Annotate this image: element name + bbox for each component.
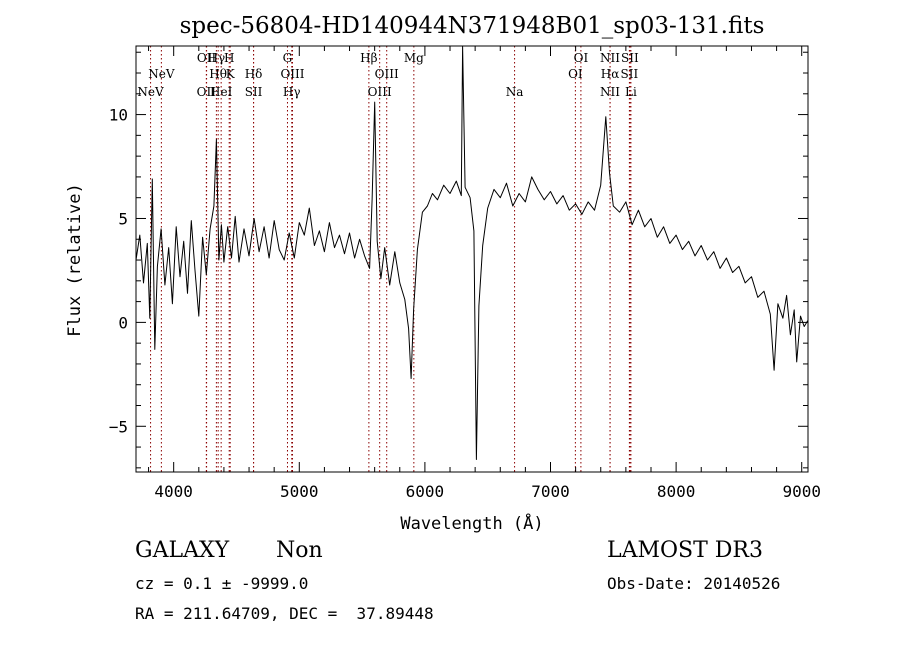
plot-frame	[135, 45, 809, 473]
line-label-25: SII	[621, 67, 639, 81]
line-label-24: SII	[621, 51, 639, 65]
line-label-21: NII	[600, 51, 620, 65]
x-tick-label-5: 9000	[782, 482, 821, 501]
line-label-11: G	[283, 51, 293, 65]
spectrum-chart: spec-56804-HD140944N371948B01_sp03-131.f…	[65, 13, 821, 534]
survey-label: LAMOST DR3	[607, 538, 763, 563]
object-class-label: GALAXY	[135, 538, 230, 563]
line-label-8: K	[226, 67, 236, 81]
line-label-18: Na	[506, 85, 524, 99]
x-axis-label: Wavelength (Å)	[400, 512, 543, 534]
axis-ticks: 4000 5000 6000 7000 8000 9000 −5 0 5 10	[109, 46, 821, 501]
y-axis-label: Flux (relative)	[65, 183, 85, 337]
line-label-6: HeI	[210, 85, 233, 99]
x-tick-label-0: 4000	[154, 482, 193, 501]
line-label-9: Hδ	[245, 67, 263, 81]
line-label-16: OIII	[368, 85, 392, 99]
line-label-0: NeV	[137, 85, 164, 99]
object-subclass-label: Non	[276, 538, 323, 563]
line-label-3: OII	[197, 85, 217, 99]
x-tick-label-3: 7000	[531, 482, 570, 501]
chart-title: spec-56804-HD140944N371948B01_sp03-131.f…	[180, 13, 765, 39]
x-tick-label-1: 5000	[280, 482, 319, 501]
line-label-17: Mg	[404, 51, 424, 65]
spectrum-series	[135, 45, 809, 460]
line-label-1: NeV	[148, 67, 175, 81]
y-tick-label-1: 0	[118, 313, 128, 332]
line-label-23: NII	[600, 85, 620, 99]
y-tick-label-3: 10	[109, 106, 128, 125]
coordinates-readout: RA = 211.64709, DEC = 37.89448	[135, 604, 434, 623]
line-label-22: Hα	[601, 67, 620, 81]
line-label-19: OI	[574, 51, 589, 65]
line-label-15: OIII	[375, 67, 399, 81]
line-label-4: Hγ	[208, 51, 226, 65]
y-tick-label-0: −5	[109, 417, 128, 436]
line-label-26: Li	[625, 85, 637, 99]
redshift-readout: cz = 0.1 ± -9999.0	[135, 574, 309, 593]
line-label-14: Hβ	[360, 51, 377, 65]
x-tick-label-4: 8000	[657, 482, 696, 501]
line-label-2: OII	[197, 51, 217, 65]
y-tick-label-2: 5	[118, 209, 128, 228]
x-tick-label-2: 6000	[406, 482, 445, 501]
line-label-7: H	[224, 51, 234, 65]
spectrum-line-0	[135, 45, 809, 460]
line-label-5: Hθ	[209, 67, 227, 81]
obs-date-readout: Obs-Date: 20140526	[607, 574, 781, 593]
spectral-line-markers	[150, 46, 632, 472]
line-label-10: SII	[245, 85, 263, 99]
line-label-20: OI	[568, 67, 583, 81]
line-label-13: Hγ	[283, 85, 301, 99]
line-label-12: OIII	[280, 67, 304, 81]
